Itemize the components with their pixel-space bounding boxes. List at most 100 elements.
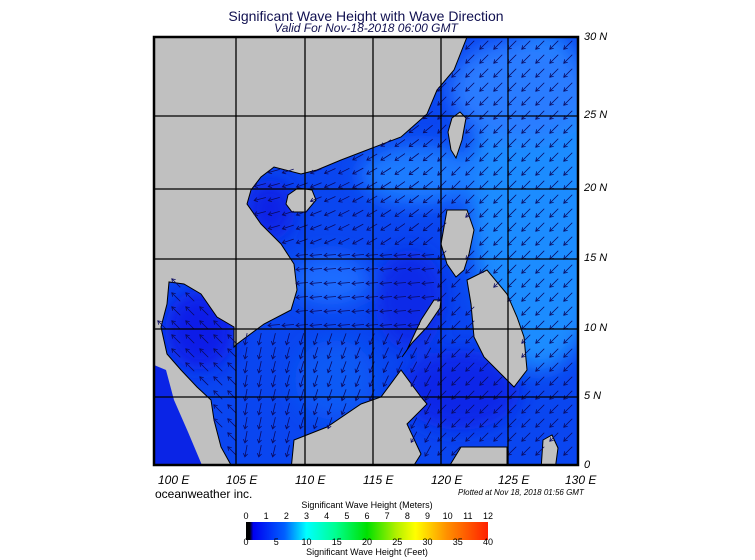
wave-direction-arrow <box>479 138 489 148</box>
wave-direction-arrow <box>295 280 309 286</box>
wave-direction-arrow <box>394 209 406 217</box>
wave-direction-arrow <box>422 152 433 162</box>
wave-direction-arrow <box>535 40 545 50</box>
wave-direction-arrow <box>424 417 432 429</box>
wave-direction-arrow <box>309 280 323 286</box>
wave-direction-arrow <box>298 333 305 346</box>
wave-direction-arrow <box>408 125 420 134</box>
wave-direction-arrow <box>563 166 573 176</box>
wave-direction-arrow <box>549 404 559 414</box>
wave-direction-arrow <box>549 222 559 232</box>
map-subtitle: Valid For Nov-18-2018 06:00 GMT <box>274 21 458 35</box>
wave-direction-arrow <box>270 333 276 346</box>
wave-direction-arrow <box>171 306 181 316</box>
wave-direction-arrow <box>422 222 433 232</box>
wave-direction-arrow <box>549 264 559 274</box>
wave-direction-arrow <box>295 294 309 300</box>
wave-direction-arrow <box>354 361 361 374</box>
wave-direction-arrow <box>243 417 248 430</box>
wave-direction-arrow <box>213 362 223 372</box>
sea-andaman <box>154 365 202 465</box>
wave-direction-arrow <box>563 376 573 386</box>
wave-direction-arrow <box>227 432 237 442</box>
wave-direction-arrow <box>422 208 433 218</box>
wave-direction-arrow <box>326 361 333 374</box>
wave-direction-arrow <box>243 375 248 388</box>
wave-direction-arrow <box>421 266 435 272</box>
wave-direction-arrow <box>393 322 407 328</box>
wave-direction-arrow <box>270 347 276 360</box>
wave-direction-arrow <box>295 308 309 314</box>
lon-label: 110 E <box>295 473 326 487</box>
wave-direction-arrow <box>365 294 379 300</box>
wave-direction-arrow <box>549 138 559 148</box>
wave-direction-arrow <box>337 266 351 272</box>
wave-direction-arrow <box>284 375 290 388</box>
wave-direction-arrow <box>171 320 181 330</box>
wave-direction-arrow <box>365 266 379 272</box>
wave-direction-arrow <box>227 376 237 386</box>
wave-direction-arrow <box>549 124 559 134</box>
wave-direction-arrow <box>549 376 559 386</box>
wave-direction-arrow <box>309 182 322 189</box>
wave-direction-arrow <box>479 432 489 442</box>
wave-direction-arrow <box>227 418 237 428</box>
wave-direction-arrow <box>549 306 559 316</box>
wave-direction-arrow <box>337 280 351 286</box>
wave-direction-arrow <box>563 264 573 274</box>
wave-direction-arrow <box>199 348 209 358</box>
colorbar-tick: 3 <box>303 511 309 521</box>
wave-direction-arrow <box>185 362 195 372</box>
wave-direction-arrow <box>340 389 347 402</box>
wave-direction-arrow <box>563 306 573 316</box>
wave-direction-arrow <box>424 375 432 387</box>
wave-direction-arrow <box>563 292 573 302</box>
wave-direction-arrow <box>549 82 559 92</box>
wave-direction-arrow <box>309 196 322 203</box>
land-luzon <box>440 209 475 278</box>
wave-direction-arrow <box>407 280 421 286</box>
wave-direction-arrow <box>493 222 503 232</box>
wave-direction-arrow <box>267 196 280 203</box>
wave-direction-arrow <box>493 376 503 386</box>
colorbar-meters-ticks: 0 1 2 3 4 5 6 7 8 9 10 11 12 <box>243 511 493 522</box>
wave-direction-arrow <box>549 292 559 302</box>
wave-direction-arrow <box>465 124 475 134</box>
wave-direction-arrow <box>213 404 223 414</box>
colorbar-tick: 2 <box>283 511 289 521</box>
wave-direction-arrow <box>326 403 333 416</box>
wave-direction-arrow <box>394 167 406 175</box>
wave-direction-arrow <box>284 347 290 360</box>
wave-direction-arrow <box>267 210 280 217</box>
wave-direction-arrow <box>479 222 489 232</box>
wave-direction-arrow <box>408 223 420 232</box>
wave-direction-arrow <box>298 389 305 402</box>
wave-direction-arrow <box>535 376 545 386</box>
wave-direction-arrow <box>323 308 337 314</box>
wave-direction-arrow <box>451 96 461 106</box>
wave-direction-arrow <box>451 292 461 302</box>
wave-direction-arrow <box>451 278 461 288</box>
wave-direction-arrow <box>424 333 432 345</box>
wave-direction-arrow <box>407 294 421 300</box>
wave-direction-arrow <box>396 361 403 374</box>
wave-direction-arrow <box>465 40 475 50</box>
wave-direction-arrow <box>479 208 489 218</box>
wave-direction-arrow <box>493 82 503 92</box>
wave-direction-arrow <box>351 252 365 258</box>
wave-direction-arrow <box>281 224 294 231</box>
wave-direction-arrow <box>394 223 406 231</box>
wave-direction-arrow <box>243 445 248 458</box>
wave-direction-arrow <box>380 153 392 161</box>
colorbar-tick: 4 <box>324 511 330 521</box>
wave-direction-arrow <box>199 334 209 344</box>
wave-direction-arrow <box>382 375 389 388</box>
wave-direction-arrow <box>535 222 545 232</box>
wave-direction-arrow <box>227 390 237 400</box>
wave-direction-arrow <box>451 166 461 176</box>
wave-direction-arrow <box>535 306 545 316</box>
colorbar-tick: 0 <box>243 537 249 547</box>
wave-direction-arrow <box>340 347 347 360</box>
wave-direction-arrow <box>410 375 418 387</box>
